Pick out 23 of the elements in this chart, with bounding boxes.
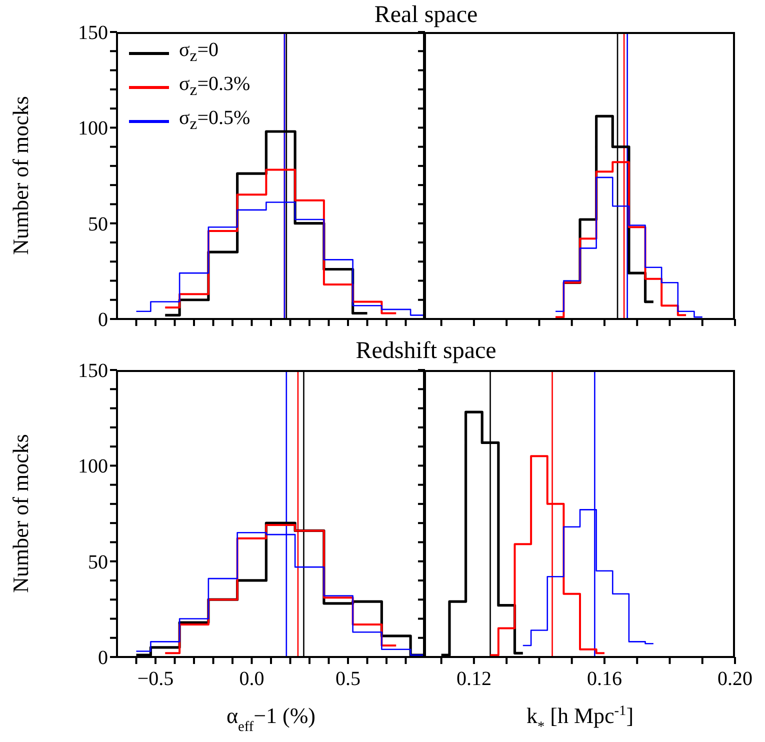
y-axis-title: Number of mocks [8, 96, 33, 255]
y-tick-label: 100 [78, 118, 108, 140]
y-tick-label: 150 [78, 22, 108, 44]
x-tick-label: 0.12 [456, 668, 492, 690]
legend-label: σ$_{z}$=0.3% [179, 72, 250, 101]
x-axis-title: k$_{*}$ [h Mpc$^{-1}$] [526, 703, 634, 735]
legend-label: σ$_{z}$=0 [179, 38, 218, 67]
y-tick-label: 0 [98, 647, 108, 669]
x-tick-label: 0.20 [718, 668, 752, 690]
x-tick-label: 0.16 [586, 668, 622, 690]
legend-label: σ$_{z}$=0.5% [179, 106, 250, 135]
y-tick-label: 0 [98, 309, 108, 331]
x-axis-title: α$_{eff}$−1 (%) [226, 703, 316, 735]
y-tick-label: 100 [78, 456, 108, 478]
y-tick-label: 50 [88, 551, 108, 574]
x-tick-label: 0.0 [239, 668, 264, 690]
chart-title: Real space [373, 1, 479, 30]
chart-title: Redshift space [354, 337, 498, 366]
x-tick-label: 0.5 [336, 668, 360, 690]
y-tick-label: 150 [78, 360, 108, 382]
y-axis-title: Number of mocks [8, 434, 33, 593]
y-tick-label: 50 [88, 213, 108, 236]
x-tick-label: −0.5 [137, 668, 174, 690]
